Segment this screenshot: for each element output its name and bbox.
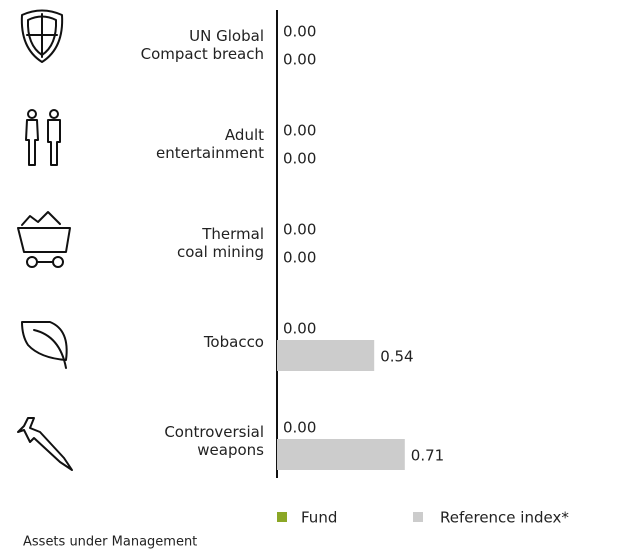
bar bbox=[277, 340, 375, 371]
value-label: 0.00 bbox=[283, 249, 316, 267]
legend-swatch bbox=[413, 512, 423, 522]
icon-coal-cart bbox=[17, 211, 71, 268]
legend-label: Fund bbox=[301, 509, 337, 527]
value-label: 0.00 bbox=[283, 320, 316, 338]
category-label: Tobacco bbox=[203, 333, 264, 351]
legend-label: Reference index* bbox=[440, 509, 569, 527]
icon-leaf bbox=[21, 321, 68, 369]
value-label: 0.71 bbox=[411, 447, 444, 465]
value-label: 0.00 bbox=[283, 221, 316, 239]
legend-swatch bbox=[277, 512, 287, 522]
category-label: UN Global Compact breach bbox=[140, 27, 264, 63]
category-label: Controversial weapons bbox=[164, 423, 264, 459]
category-label: Adult entertainment bbox=[156, 126, 264, 162]
value-label: 0.00 bbox=[283, 419, 316, 437]
value-label: 0.54 bbox=[380, 348, 413, 366]
category-label: Thermal coal mining bbox=[176, 225, 264, 261]
icon-missile bbox=[17, 417, 73, 471]
value-label: 0.00 bbox=[283, 122, 316, 140]
icon-shield bbox=[20, 9, 64, 63]
footnote: Assets under Management bbox=[23, 535, 197, 550]
bar bbox=[277, 439, 405, 470]
value-label: 0.00 bbox=[283, 150, 316, 168]
icon-people bbox=[25, 109, 61, 166]
value-label: 0.00 bbox=[283, 51, 316, 69]
value-label: 0.00 bbox=[283, 23, 316, 41]
